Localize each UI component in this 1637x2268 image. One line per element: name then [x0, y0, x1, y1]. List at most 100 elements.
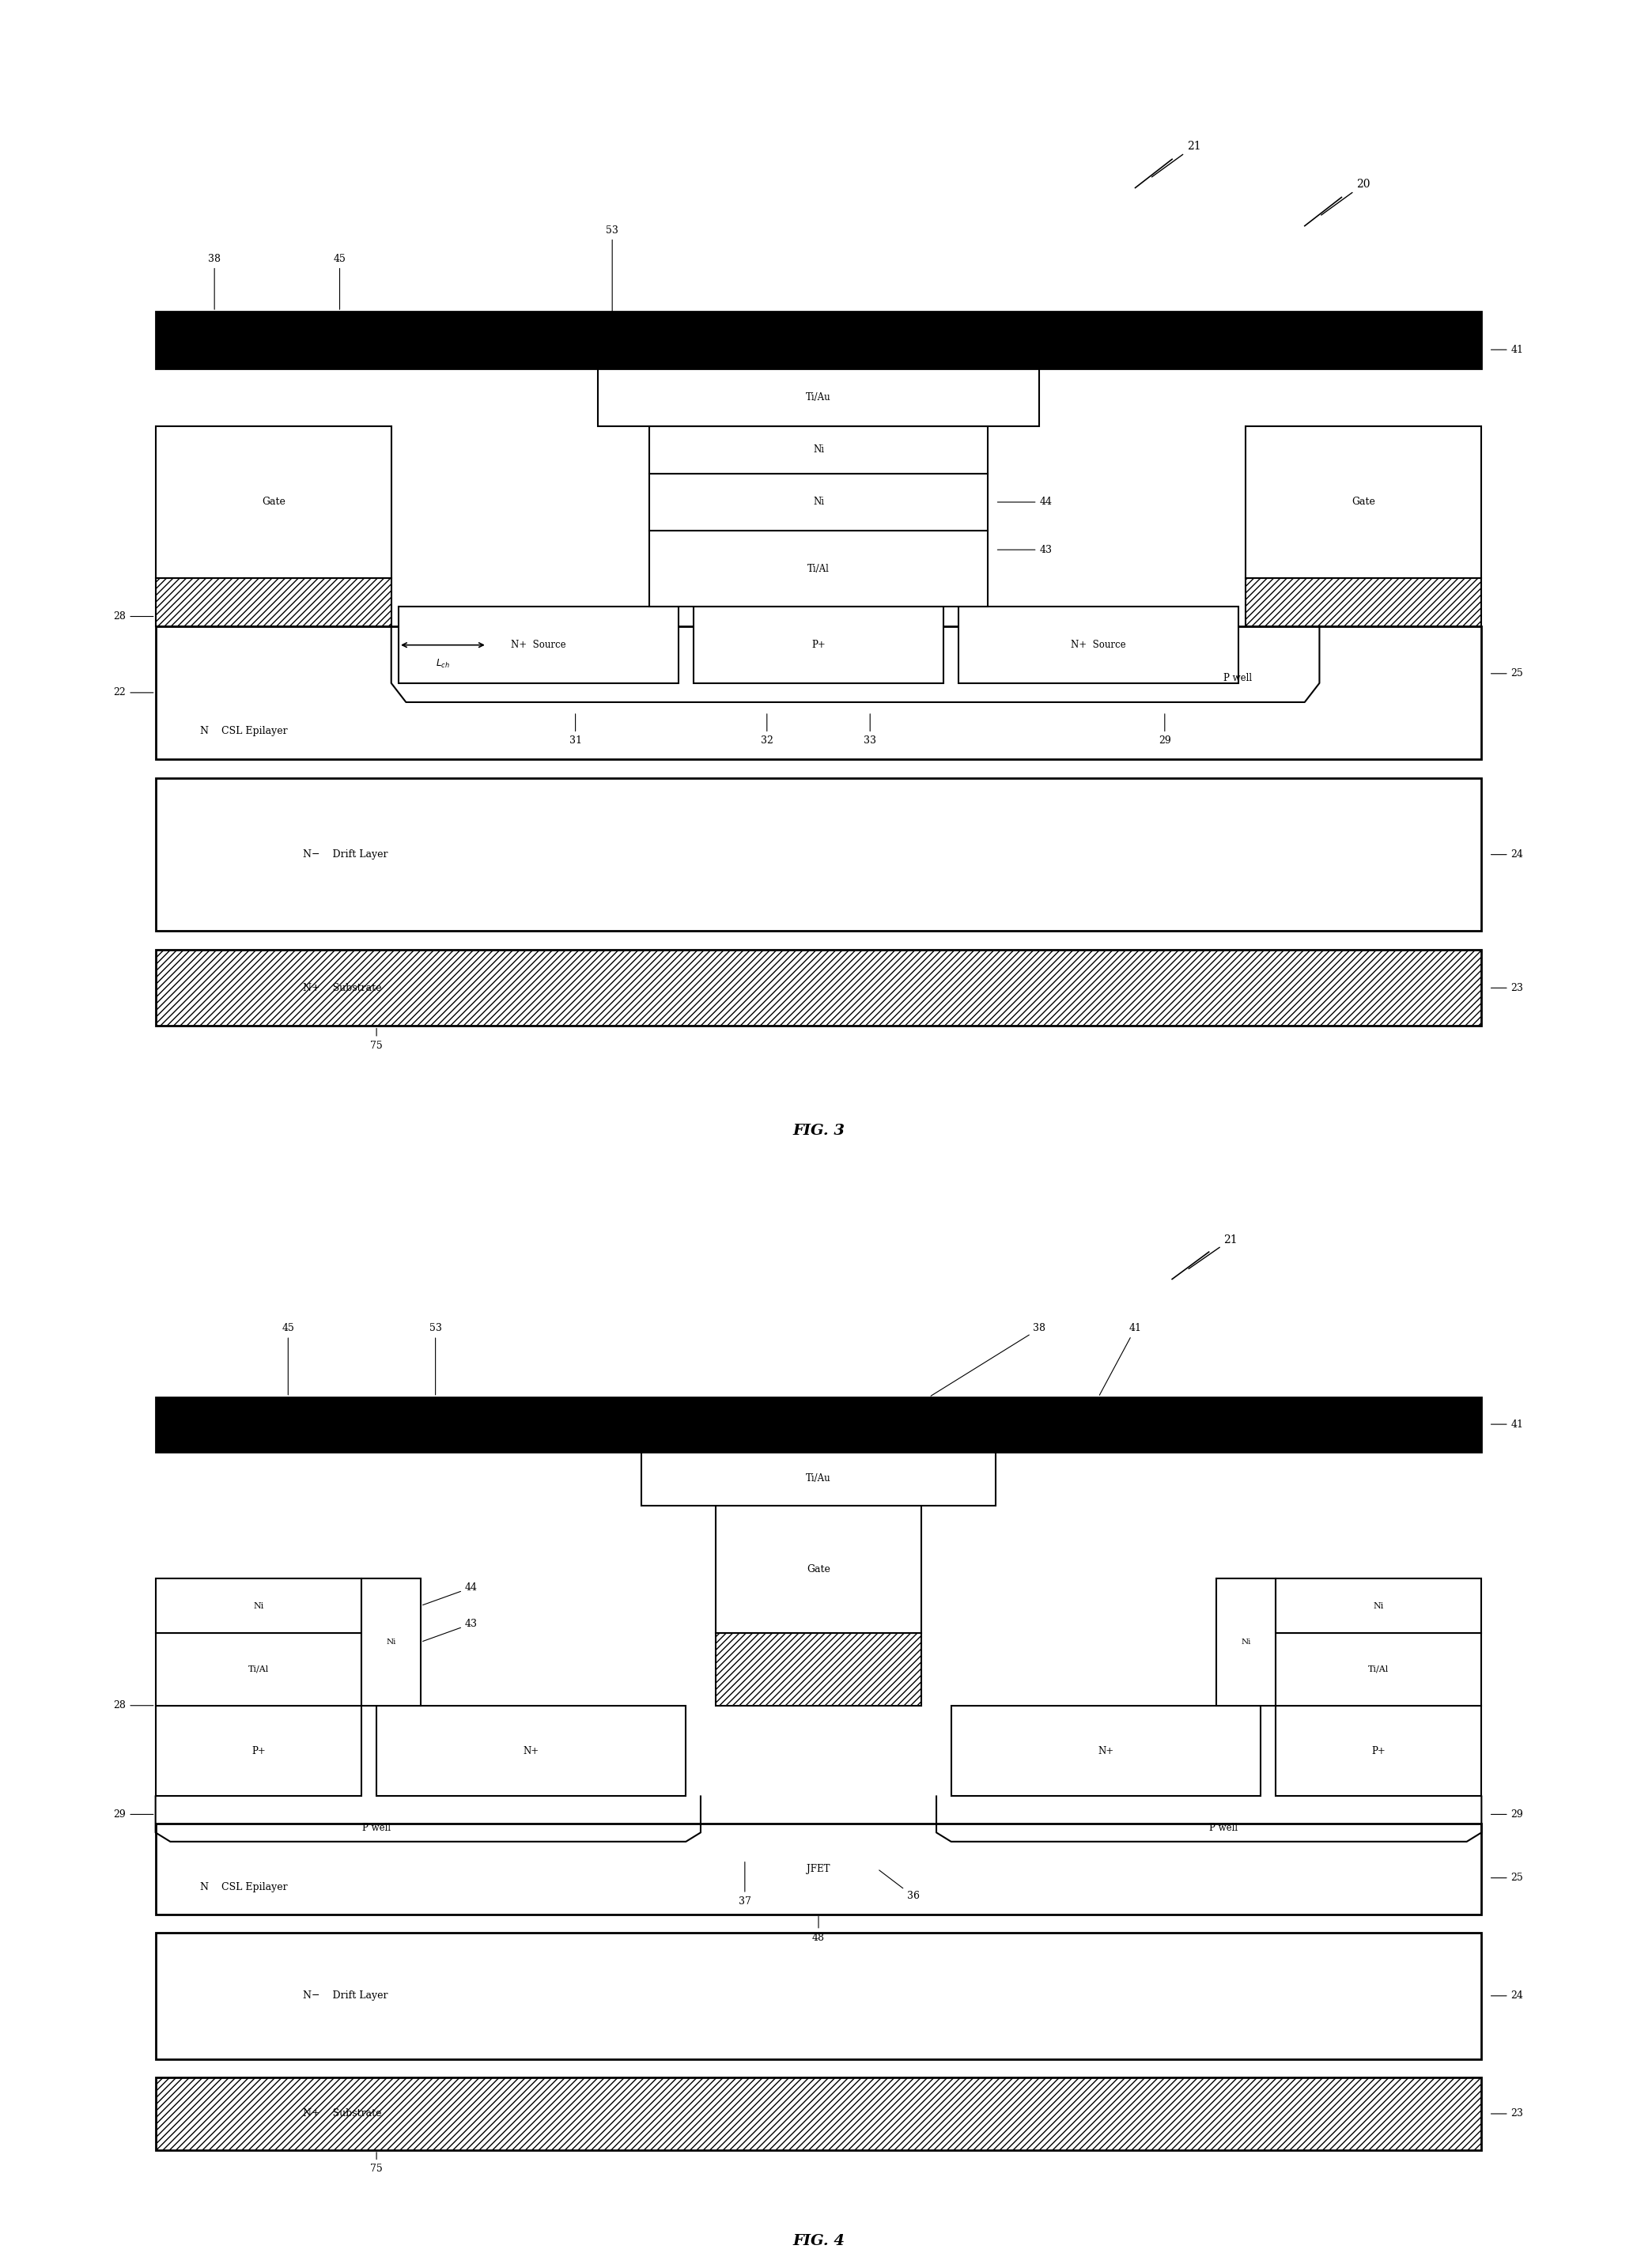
Bar — [598, 370, 1039, 426]
Text: JFET: JFET — [807, 1864, 830, 1873]
Text: N+: N+ — [1098, 1746, 1113, 1755]
Text: 23: 23 — [1491, 2109, 1524, 2118]
Bar — [642, 1452, 995, 1506]
Bar — [1275, 1633, 1481, 1706]
Bar — [156, 1397, 1481, 1452]
Text: 25: 25 — [1491, 1873, 1524, 1882]
Bar — [156, 578, 391, 626]
Text: Ni: Ni — [1241, 1637, 1251, 1647]
Text: P+: P+ — [1372, 1746, 1385, 1755]
Text: 53: 53 — [429, 1322, 442, 1395]
Bar — [156, 1823, 1481, 1914]
Bar — [156, 950, 1481, 1025]
Text: Ti/Au: Ti/Au — [805, 392, 832, 401]
Text: 32: 32 — [761, 714, 773, 746]
Text: N+: N+ — [524, 1746, 539, 1755]
Text: 41: 41 — [1491, 345, 1524, 354]
Text: $L_{ch}$: $L_{ch}$ — [435, 658, 450, 669]
Text: FIG. 4: FIG. 4 — [792, 2234, 845, 2248]
Text: P well: P well — [362, 1823, 391, 1833]
Text: P+: P+ — [252, 1746, 265, 1755]
Text: N    CSL Epilayer: N CSL Epilayer — [200, 726, 286, 735]
Text: 21: 21 — [1152, 141, 1202, 177]
Text: 23: 23 — [1491, 982, 1524, 993]
Bar — [1275, 1706, 1481, 1796]
Bar — [156, 1706, 362, 1796]
Text: 45: 45 — [282, 1322, 295, 1395]
Text: N+    Substrate: N+ Substrate — [303, 982, 381, 993]
Bar — [156, 626, 1481, 760]
Bar — [959, 608, 1239, 683]
Bar — [156, 426, 391, 578]
Text: 38: 38 — [931, 1322, 1046, 1395]
Text: Ni: Ni — [254, 1601, 264, 1610]
Text: 25: 25 — [1491, 669, 1524, 678]
Bar — [648, 474, 989, 531]
Text: 31: 31 — [570, 714, 581, 746]
Text: Ni: Ni — [386, 1637, 396, 1647]
Text: 75: 75 — [370, 2152, 383, 2175]
Text: Gate: Gate — [807, 1565, 830, 1574]
Bar — [648, 426, 989, 474]
Text: 28: 28 — [113, 1701, 154, 1710]
Text: 21: 21 — [1188, 1234, 1238, 1268]
Text: 53: 53 — [606, 225, 619, 367]
Bar — [1246, 426, 1481, 578]
Text: 45: 45 — [334, 254, 345, 308]
Text: P well: P well — [1224, 674, 1252, 683]
Text: Ti/Au: Ti/Au — [805, 1474, 832, 1483]
Bar — [156, 778, 1481, 930]
Text: 44: 44 — [422, 1583, 478, 1606]
Text: 29: 29 — [113, 1810, 154, 1819]
Bar — [694, 608, 943, 683]
Text: P well: P well — [1210, 1823, 1238, 1833]
Text: 36: 36 — [879, 1871, 920, 1901]
Bar — [156, 1932, 1481, 2059]
Text: N+    Substrate: N+ Substrate — [303, 2109, 381, 2118]
Bar — [1275, 1579, 1481, 1633]
Text: 41: 41 — [1491, 1420, 1524, 1429]
Text: 37: 37 — [738, 1862, 751, 1907]
Text: 29: 29 — [1159, 714, 1170, 746]
Text: 24: 24 — [1491, 850, 1524, 860]
Text: 41: 41 — [1100, 1322, 1141, 1395]
Text: N    CSL Epilayer: N CSL Epilayer — [200, 1882, 286, 1892]
Text: 48: 48 — [812, 1916, 825, 1944]
Text: 22: 22 — [113, 687, 154, 699]
Text: N+  Source: N+ Source — [1071, 640, 1126, 651]
Text: N+  Source: N+ Source — [511, 640, 566, 651]
Text: Ti/Al: Ti/Al — [249, 1665, 268, 1674]
Bar — [377, 1706, 686, 1796]
Bar — [399, 608, 679, 683]
Text: Gate: Gate — [1352, 497, 1375, 508]
Bar — [648, 531, 989, 608]
Text: 75: 75 — [370, 1027, 383, 1050]
Bar — [156, 311, 1481, 370]
Bar — [951, 1706, 1260, 1796]
Text: 28: 28 — [113, 612, 154, 621]
Text: P+: P+ — [812, 640, 825, 651]
Bar — [156, 1579, 362, 1633]
Text: 43: 43 — [422, 1619, 478, 1642]
Bar — [362, 1579, 421, 1706]
Text: 44: 44 — [997, 497, 1053, 508]
Text: FIG. 3: FIG. 3 — [792, 1123, 845, 1139]
Bar — [715, 1633, 922, 1706]
Bar — [1216, 1579, 1275, 1706]
Text: 20: 20 — [1321, 179, 1370, 215]
Text: Ti/Al: Ti/Al — [1369, 1665, 1388, 1674]
Text: Ti/Al: Ti/Al — [807, 565, 830, 574]
Bar — [715, 1506, 922, 1633]
Text: Ni: Ni — [814, 445, 823, 456]
Text: N−    Drift Layer: N− Drift Layer — [303, 850, 388, 860]
Text: N−    Drift Layer: N− Drift Layer — [303, 1991, 388, 2000]
Bar — [1246, 578, 1481, 626]
Text: Ti/Au: Ti/Au — [805, 327, 832, 336]
Bar — [156, 1633, 362, 1706]
Text: Gate: Gate — [262, 497, 285, 508]
Text: 43: 43 — [997, 544, 1053, 556]
Text: 24: 24 — [1491, 1991, 1524, 2000]
Text: 38: 38 — [208, 254, 221, 308]
Text: 33: 33 — [864, 714, 876, 746]
Bar — [156, 2077, 1481, 2150]
